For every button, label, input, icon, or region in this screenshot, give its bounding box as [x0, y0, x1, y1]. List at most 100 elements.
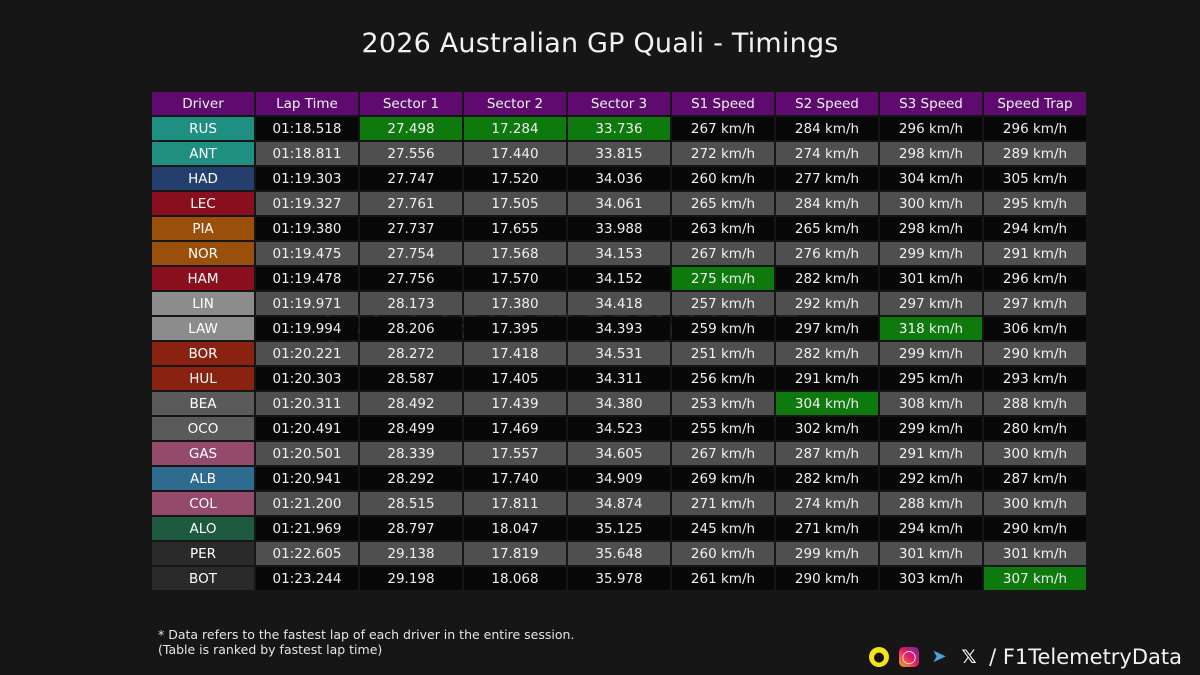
cell-s1-speed: 275 km/h: [672, 267, 774, 290]
driver-cell: NOR: [152, 242, 254, 265]
cell-s3: 35.125: [568, 517, 670, 540]
driver-cell: LEC: [152, 192, 254, 215]
cell-lap: 01:20.941: [256, 467, 358, 490]
cell-s2-speed: 304 km/h: [776, 392, 878, 415]
cell-lap: 01:19.971: [256, 292, 358, 315]
cell-trap: 290 km/h: [984, 342, 1086, 365]
cell-s1: 28.515: [360, 492, 462, 515]
cell-trap: 293 km/h: [984, 367, 1086, 390]
driver-cell: HUL: [152, 367, 254, 390]
footnote-line-1: * Data refers to the fastest lap of each…: [158, 627, 575, 642]
cell-s2: 17.505: [464, 192, 566, 215]
cell-trap: 288 km/h: [984, 392, 1086, 415]
cell-s1: 27.747: [360, 167, 462, 190]
cell-lap: 01:19.380: [256, 217, 358, 240]
cell-s2-speed: 302 km/h: [776, 417, 878, 440]
cell-s3: 34.874: [568, 492, 670, 515]
cell-s3-speed: 303 km/h: [880, 567, 982, 590]
cell-s2: 18.047: [464, 517, 566, 540]
cell-s2: 17.418: [464, 342, 566, 365]
cell-s2: 17.557: [464, 442, 566, 465]
cell-s1: 29.198: [360, 567, 462, 590]
table-row: LIN 01:19.971 28.173 17.380 34.418 257 km/h 29…: [152, 292, 1086, 315]
cell-lap: 01:19.475: [256, 242, 358, 265]
cell-lap: 01:19.994: [256, 317, 358, 340]
cell-s3: 34.036: [568, 167, 670, 190]
cell-s1-speed: 271 km/h: [672, 492, 774, 515]
cell-s1-speed: 260 km/h: [672, 167, 774, 190]
cell-trap: 306 km/h: [984, 317, 1086, 340]
cell-s3: 34.531: [568, 342, 670, 365]
driver-cell: RUS: [152, 117, 254, 140]
telegram-icon[interactable]: ➤: [931, 646, 947, 667]
cell-lap: 01:19.478: [256, 267, 358, 290]
cell-s1: 28.292: [360, 467, 462, 490]
cell-s1: 27.737: [360, 217, 462, 240]
table-row: RUS 01:18.518 27.498 17.284 33.736 267 km/h 28…: [152, 117, 1086, 140]
cell-s1-speed: 269 km/h: [672, 467, 774, 490]
cell-s2: 17.439: [464, 392, 566, 415]
cell-s2-speed: 271 km/h: [776, 517, 878, 540]
handle-text: / F1TelemetryData: [989, 645, 1182, 669]
cell-s1: 28.206: [360, 317, 462, 340]
cell-s2-speed: 274 km/h: [776, 492, 878, 515]
table-row: OCO 01:20.491 28.499 17.469 34.523 255 km/h 30…: [152, 417, 1086, 440]
cell-s3-speed: 298 km/h: [880, 142, 982, 165]
cell-s3: 34.311: [568, 367, 670, 390]
cell-s1: 27.761: [360, 192, 462, 215]
header-s2-speed: S2 Speed: [776, 92, 878, 115]
social-handles: ● ◯ ➤ 𝕏 / F1TelemetryData: [869, 645, 1182, 669]
cell-s1: 28.797: [360, 517, 462, 540]
snapchat-icon[interactable]: ●: [869, 647, 890, 667]
cell-s2: 17.469: [464, 417, 566, 440]
cell-s3: 34.153: [568, 242, 670, 265]
cell-s2: 17.440: [464, 142, 566, 165]
cell-s1: 28.272: [360, 342, 462, 365]
table-row: LAW 01:19.994 28.206 17.395 34.393 259 km/h 29…: [152, 317, 1086, 340]
cell-s1-speed: 260 km/h: [672, 542, 774, 565]
cell-s1: 28.173: [360, 292, 462, 315]
cell-s2-speed: 265 km/h: [776, 217, 878, 240]
cell-s3-speed: 308 km/h: [880, 392, 982, 415]
cell-trap: 289 km/h: [984, 142, 1086, 165]
cell-trap: 296 km/h: [984, 267, 1086, 290]
cell-s1-speed: 272 km/h: [672, 142, 774, 165]
header-sector-1: Sector 1: [360, 92, 462, 115]
cell-trap: 301 km/h: [984, 542, 1086, 565]
table-header-row: Driver Lap Time Sector 1 Sector 2 Sector…: [152, 92, 1086, 115]
cell-s1-speed: 261 km/h: [672, 567, 774, 590]
cell-trap: 305 km/h: [984, 167, 1086, 190]
cell-trap: 300 km/h: [984, 492, 1086, 515]
cell-s1-speed: 253 km/h: [672, 392, 774, 415]
driver-cell: GAS: [152, 442, 254, 465]
cell-s2: 17.570: [464, 267, 566, 290]
cell-s1-speed: 267 km/h: [672, 442, 774, 465]
cell-s1-speed: 267 km/h: [672, 242, 774, 265]
cell-s2: 17.568: [464, 242, 566, 265]
cell-s1: 28.339: [360, 442, 462, 465]
cell-s3-speed: 298 km/h: [880, 217, 982, 240]
cell-s1-speed: 267 km/h: [672, 117, 774, 140]
cell-s2-speed: 284 km/h: [776, 117, 878, 140]
cell-s2-speed: 277 km/h: [776, 167, 878, 190]
cell-s1: 28.587: [360, 367, 462, 390]
x-icon[interactable]: 𝕏: [961, 645, 977, 668]
driver-cell: PIA: [152, 217, 254, 240]
cell-s3-speed: 318 km/h: [880, 317, 982, 340]
cell-trap: 280 km/h: [984, 417, 1086, 440]
table-row: BOT 01:23.244 29.198 18.068 35.978 261 km/h 29…: [152, 567, 1086, 590]
cell-s3-speed: 300 km/h: [880, 192, 982, 215]
table-body: RUS 01:18.518 27.498 17.284 33.736 267 km/h 28…: [152, 117, 1086, 590]
cell-s1-speed: 263 km/h: [672, 217, 774, 240]
cell-s3: 34.380: [568, 392, 670, 415]
driver-cell: LAW: [152, 317, 254, 340]
instagram-icon[interactable]: ◯: [899, 647, 920, 667]
cell-s2-speed: 282 km/h: [776, 342, 878, 365]
cell-s2-speed: 292 km/h: [776, 292, 878, 315]
driver-cell: HAM: [152, 267, 254, 290]
table-row: HAD 01:19.303 27.747 17.520 34.036 260 km/h 27…: [152, 167, 1086, 190]
cell-s2-speed: 274 km/h: [776, 142, 878, 165]
header-lap-time: Lap Time: [256, 92, 358, 115]
cell-s2-speed: 291 km/h: [776, 367, 878, 390]
cell-trap: 300 km/h: [984, 442, 1086, 465]
